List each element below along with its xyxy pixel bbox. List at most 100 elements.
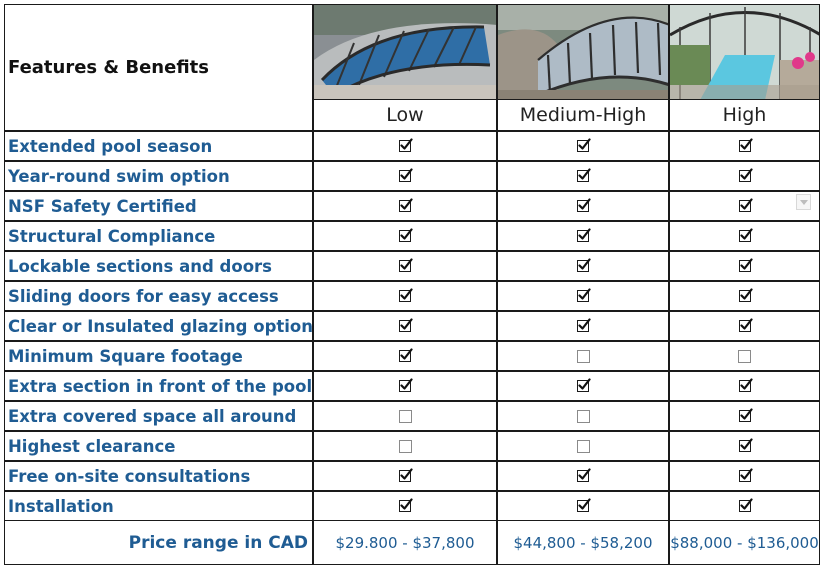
feature-check-cell [313,341,497,371]
checked-box-icon [399,288,413,302]
feature-label: Year-round swim option [4,161,313,191]
feature-check-cell [497,191,669,221]
empty-box-icon [398,439,412,453]
feature-check-cell [669,281,820,311]
checked-box-icon [399,468,413,482]
price-low: $29.800 - $37,800 [313,520,497,565]
feature-check-cell [313,161,497,191]
feature-label: Extended pool season [4,131,313,161]
checked-box-icon [399,348,413,362]
feature-check-cell [497,251,669,281]
tier-low-header: Low [313,99,497,131]
feature-label: Installation [4,491,313,521]
checked-box-icon [399,168,413,182]
feature-label: Structural Compliance [4,221,313,251]
feature-check-cell [313,191,497,221]
feature-label: Highest clearance [4,431,313,461]
feature-check-cell [313,281,497,311]
checked-box-icon [399,318,413,332]
feature-label: Free on-site consultations [4,461,313,491]
checked-box-icon [738,468,753,482]
empty-box-icon [398,409,412,423]
feature-check-cell [313,401,497,431]
feature-check-cell [669,341,820,371]
feature-check-cell [669,251,820,281]
feature-label: Minimum Square footage [4,341,313,371]
price-range-label: Price range in CAD [4,520,313,565]
feature-check-cell [669,161,820,191]
checked-box-icon [577,498,591,512]
feature-check-cell [669,191,820,221]
feature-check-cell [669,461,820,491]
feature-label: Extra covered space all around [4,401,313,431]
price-medium-high: $44,800 - $58,200 [497,520,669,565]
tier-high-header: High [669,99,820,131]
feature-check-cell [313,431,497,461]
checked-box-icon [399,258,413,272]
checked-box-icon [577,318,591,332]
checked-box-icon [738,228,753,242]
feature-label: Lockable sections and doors [4,251,313,281]
feature-check-cell [497,461,669,491]
feature-check-cell [669,131,820,161]
feature-check-cell [497,221,669,251]
medium-high-enclosure-image [497,4,669,99]
checked-box-icon [577,258,591,272]
feature-check-cell [497,341,669,371]
feature-check-cell [313,371,497,401]
high-enclosure-image [669,4,820,99]
feature-check-cell [669,431,820,461]
checked-box-icon [577,378,591,392]
checked-box-icon [738,438,753,452]
checked-box-icon [577,468,591,482]
checked-box-icon [577,198,591,212]
comparison-table: Features & Benefits [4,4,820,565]
dropdown-arrow-button[interactable] [796,194,811,210]
low-enclosure-image [313,4,497,99]
feature-check-cell [497,431,669,461]
feature-check-cell [669,371,820,401]
checked-box-icon [738,138,753,152]
feature-check-cell [313,311,497,341]
checked-box-icon [738,168,753,182]
empty-box-icon [576,409,590,423]
feature-check-cell [497,491,669,521]
checked-box-icon [399,138,413,152]
checked-box-icon [577,168,591,182]
feature-check-cell [497,371,669,401]
checked-box-icon [399,228,413,242]
empty-box-icon [576,349,590,363]
feature-check-cell [313,221,497,251]
feature-check-cell [313,461,497,491]
high-enclosure-photo [670,5,819,99]
feature-check-cell [669,311,820,341]
feature-check-cell [497,311,669,341]
checked-box-icon [738,288,753,302]
feature-check-cell [313,251,497,281]
checked-box-icon [738,498,753,512]
empty-box-icon [738,349,751,363]
feature-check-cell [669,491,820,521]
feature-label: Sliding doors for easy access [4,281,313,311]
feature-check-cell [497,131,669,161]
feature-check-cell [313,491,497,521]
checked-box-icon [399,378,413,392]
features-benefits-header: Features & Benefits [4,4,313,131]
low-profile-enclosure-photo [314,5,496,99]
feature-label: NSF Safety Certified [4,191,313,221]
feature-label: Extra section in front of the pool [4,371,313,401]
feature-check-cell [313,131,497,161]
features-title: Features & Benefits [8,57,209,78]
tier-medium-high-header: Medium-High [497,99,669,131]
checked-box-icon [399,198,413,212]
feature-check-cell [669,401,820,431]
feature-check-cell [497,161,669,191]
medium-high-enclosure-photo [498,5,668,99]
checked-box-icon [577,228,591,242]
checked-box-icon [738,318,753,332]
chevron-down-icon [800,200,808,205]
price-high: $88,000 - $136,000 [669,520,820,565]
empty-box-icon [576,439,590,453]
feature-check-cell [497,281,669,311]
checked-box-icon [577,288,591,302]
